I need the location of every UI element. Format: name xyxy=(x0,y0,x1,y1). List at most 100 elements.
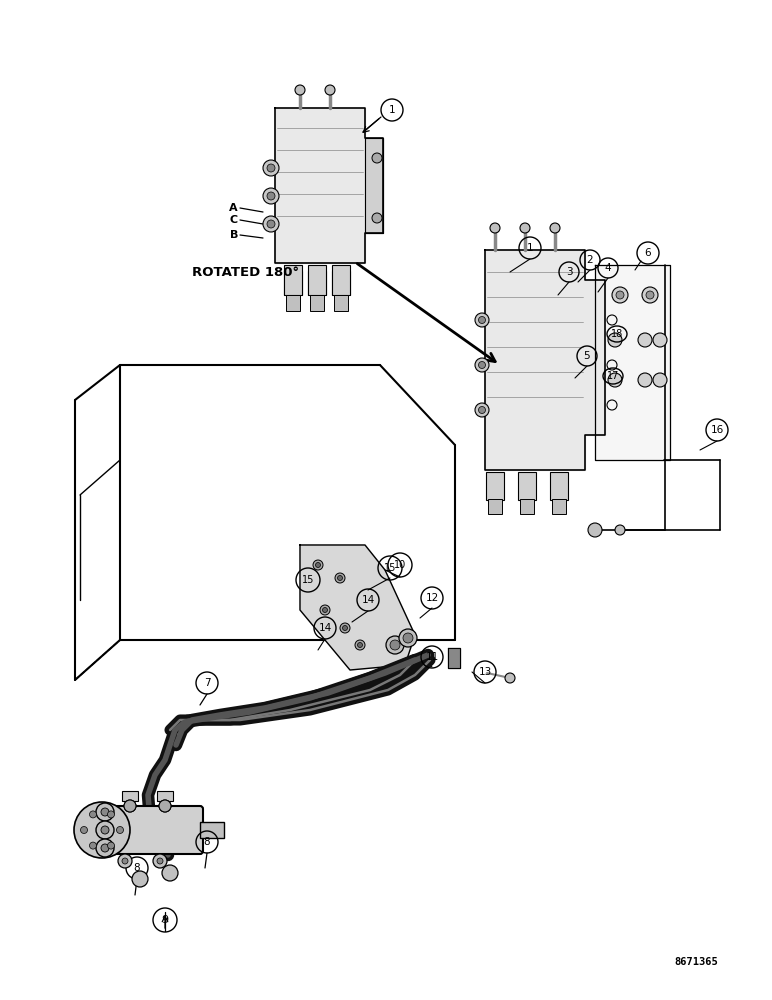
Bar xyxy=(552,499,566,514)
Circle shape xyxy=(520,223,530,233)
Polygon shape xyxy=(485,250,605,470)
Circle shape xyxy=(96,803,114,821)
Circle shape xyxy=(372,153,382,163)
Circle shape xyxy=(390,640,400,650)
Circle shape xyxy=(638,333,652,347)
Circle shape xyxy=(505,673,515,683)
Circle shape xyxy=(355,640,365,650)
Circle shape xyxy=(608,333,622,347)
Circle shape xyxy=(263,188,279,204)
Circle shape xyxy=(642,287,658,303)
Polygon shape xyxy=(300,545,415,670)
Circle shape xyxy=(90,811,96,818)
Polygon shape xyxy=(448,648,460,668)
Circle shape xyxy=(132,871,148,887)
Circle shape xyxy=(162,865,178,881)
Circle shape xyxy=(153,854,167,868)
Bar xyxy=(550,472,568,500)
Polygon shape xyxy=(595,265,670,460)
Circle shape xyxy=(646,291,654,299)
Circle shape xyxy=(403,633,413,643)
Circle shape xyxy=(615,525,625,535)
Text: 16: 16 xyxy=(710,425,723,435)
Circle shape xyxy=(475,313,489,327)
Circle shape xyxy=(124,800,136,812)
Text: 15: 15 xyxy=(384,563,396,573)
Bar xyxy=(488,499,502,514)
Text: 3: 3 xyxy=(566,267,572,277)
Circle shape xyxy=(96,821,114,839)
Text: 14: 14 xyxy=(318,623,332,633)
Bar xyxy=(200,822,224,838)
Text: 6: 6 xyxy=(645,248,652,258)
Polygon shape xyxy=(365,138,383,233)
Bar xyxy=(284,265,302,295)
Text: A: A xyxy=(229,203,238,213)
Circle shape xyxy=(479,361,486,368)
Circle shape xyxy=(475,358,489,372)
Bar xyxy=(157,791,173,801)
Circle shape xyxy=(316,562,320,568)
Text: 17: 17 xyxy=(607,371,619,381)
Circle shape xyxy=(479,316,486,324)
Text: 8: 8 xyxy=(204,837,210,847)
Circle shape xyxy=(107,842,114,849)
Text: 13: 13 xyxy=(479,667,492,677)
Circle shape xyxy=(616,291,624,299)
Circle shape xyxy=(157,858,163,864)
Text: C: C xyxy=(230,215,238,225)
Circle shape xyxy=(612,287,628,303)
Circle shape xyxy=(101,826,109,834)
Circle shape xyxy=(117,826,124,834)
Text: 1: 1 xyxy=(388,105,395,115)
Circle shape xyxy=(475,403,489,417)
Text: 4: 4 xyxy=(604,263,611,273)
Bar xyxy=(520,499,534,514)
Bar xyxy=(518,472,536,500)
Bar xyxy=(308,265,326,295)
Text: 1: 1 xyxy=(527,243,533,253)
Circle shape xyxy=(107,811,114,818)
Circle shape xyxy=(313,560,323,570)
Bar xyxy=(310,295,324,311)
Text: 15: 15 xyxy=(302,575,314,585)
Circle shape xyxy=(80,826,87,834)
Text: 14: 14 xyxy=(361,595,374,605)
Circle shape xyxy=(608,373,622,387)
Bar xyxy=(286,295,300,311)
Circle shape xyxy=(267,192,275,200)
Circle shape xyxy=(638,373,652,387)
Circle shape xyxy=(74,802,130,858)
Circle shape xyxy=(386,636,404,654)
Circle shape xyxy=(479,406,486,414)
Text: 8: 8 xyxy=(134,863,141,873)
Circle shape xyxy=(337,576,343,580)
Text: 10: 10 xyxy=(394,560,406,570)
Text: 11: 11 xyxy=(425,652,438,662)
Circle shape xyxy=(357,643,363,648)
Bar xyxy=(334,295,348,311)
Circle shape xyxy=(550,223,560,233)
Text: B: B xyxy=(229,230,238,240)
Circle shape xyxy=(90,842,96,849)
Circle shape xyxy=(101,808,109,816)
Circle shape xyxy=(343,626,347,631)
Text: 18: 18 xyxy=(611,329,623,339)
Circle shape xyxy=(263,216,279,232)
Circle shape xyxy=(118,854,132,868)
Circle shape xyxy=(263,160,279,176)
Circle shape xyxy=(372,213,382,223)
Circle shape xyxy=(159,800,171,812)
Text: 2: 2 xyxy=(587,255,594,265)
Circle shape xyxy=(653,373,667,387)
FancyBboxPatch shape xyxy=(107,806,203,854)
Text: 12: 12 xyxy=(425,593,438,603)
Circle shape xyxy=(267,220,275,228)
Circle shape xyxy=(320,605,330,615)
Circle shape xyxy=(323,607,327,612)
Bar xyxy=(486,472,504,500)
Circle shape xyxy=(588,523,602,537)
Circle shape xyxy=(335,573,345,583)
Circle shape xyxy=(124,800,136,812)
Circle shape xyxy=(122,858,128,864)
